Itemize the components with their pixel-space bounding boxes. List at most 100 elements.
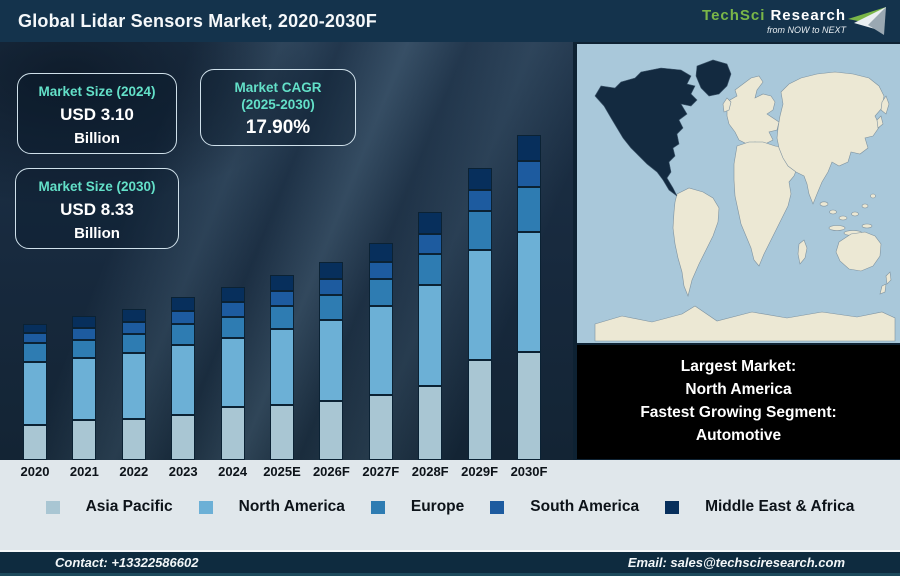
bar-segment	[72, 420, 97, 460]
bar-segment	[418, 212, 443, 234]
legend-label: Middle East & Africa	[705, 498, 855, 515]
bar-segment	[220, 407, 245, 460]
bar-segment	[121, 353, 146, 419]
legend-label: North America	[238, 498, 345, 515]
legend-item: Middle East & Africa	[665, 498, 854, 516]
bar-segment	[121, 419, 146, 460]
market-size-2024-value: USD 3.10	[60, 105, 134, 124]
bar-segment	[121, 322, 146, 334]
footer-bar: Contact: +13322586602 Email: sales@techs…	[0, 550, 900, 576]
bar-segment	[517, 135, 541, 161]
legend-swatch-icon	[198, 500, 213, 514]
bar-chart: Market Size (2024) USD 3.10 Billion Mark…	[0, 42, 573, 460]
market-size-2030-box: Market Size (2030) USD 8.33 Billion	[15, 168, 179, 249]
stacked-bar-2022	[121, 309, 146, 460]
stacked-bar-2028F	[418, 212, 443, 460]
largest-market-value: North America	[685, 381, 792, 398]
largest-market-label: Largest Market:	[680, 358, 797, 375]
legend-label: South America	[530, 498, 640, 515]
main-content: Market Size (2024) USD 3.10 Billion Mark…	[0, 42, 900, 460]
x-axis-label-2025E: 2025E	[263, 464, 301, 479]
bar-segment	[171, 297, 196, 311]
bar-segment	[517, 232, 541, 352]
stacked-bar-2025E	[270, 275, 294, 460]
bar-segment	[270, 275, 294, 291]
bar-segment	[517, 187, 541, 232]
bar-segment	[23, 362, 47, 425]
lower-section: 2020 2021 2022 2023 2024 2025E 2026F 2027F 2028F…	[0, 460, 900, 550]
bar-segment	[23, 333, 47, 343]
bar-segment	[517, 352, 541, 460]
stacked-bar-2029F	[467, 168, 492, 460]
bar-segment	[319, 279, 344, 295]
market-size-2030-unit: Billion	[74, 225, 120, 242]
bar-segment	[72, 340, 97, 358]
bar-segment	[418, 285, 443, 386]
bar-segment	[72, 328, 97, 340]
logo-tagline: from NOW to NEXT	[766, 25, 846, 35]
bar-segment	[319, 295, 344, 320]
logo-arrow-icon	[848, 7, 886, 35]
bar-segment	[270, 329, 294, 405]
bar-segment	[270, 306, 294, 329]
bar-segment	[368, 262, 393, 279]
fastest-segment-label: Fastest Growing Segment:	[640, 404, 837, 421]
legend-swatch-icon	[490, 500, 505, 514]
x-axis-label-2021: 2021	[69, 464, 99, 479]
bar-segment	[72, 316, 97, 328]
bar-segment	[517, 161, 541, 187]
bar-segment	[467, 190, 492, 211]
bar-segment	[270, 291, 294, 306]
x-axis-label-2026F: 2026F	[312, 464, 350, 479]
bar-segment	[23, 425, 47, 460]
bar-segment	[23, 343, 47, 362]
footer-email: Email: sales@techsciresearch.com	[627, 555, 845, 570]
bar-segment	[220, 302, 245, 317]
logo-brand-secondary: Research	[770, 7, 846, 24]
bar-segment	[319, 401, 344, 460]
legend-item: North America	[198, 498, 345, 516]
bar-segment	[467, 250, 492, 360]
x-axis-label-2029F: 2029F	[461, 464, 499, 479]
market-size-2024-label: Market Size (2024)	[38, 84, 156, 99]
stacked-bar-2023	[171, 297, 196, 460]
bar-segment	[23, 324, 47, 333]
x-axis-label-2020: 2020	[20, 464, 50, 479]
x-axis-label-2027F: 2027F	[362, 464, 400, 479]
stacked-bar-2027F	[368, 243, 393, 460]
market-cagr-box: Market CAGR (2025-2030) 17.90%	[200, 69, 356, 146]
market-size-2030-value: USD 8.33	[60, 200, 134, 219]
x-axis-label-2028F: 2028F	[411, 464, 449, 479]
stacked-bar-2030F	[517, 135, 541, 460]
bar-segment	[368, 306, 393, 395]
world-map	[577, 44, 900, 343]
map-region-north-america	[594, 59, 732, 197]
chart-legend: Asia Pacific North America Europe South Ame…	[0, 498, 900, 516]
bar-segment	[418, 386, 443, 460]
bar-segment	[171, 345, 196, 415]
legend-swatch-icon	[370, 500, 385, 514]
techsci-logo: TechSci Research from NOW to NEXT	[702, 7, 890, 35]
bar-segment	[220, 287, 245, 302]
bar-segment	[270, 405, 294, 460]
bar-segment	[467, 211, 492, 250]
footer-contact: Contact: +13322586602	[55, 555, 199, 570]
x-axis-label-2030F: 2030F	[510, 464, 548, 479]
legend-item: Asia Pacific	[45, 498, 173, 516]
bar-segment	[418, 234, 443, 254]
bar-segment	[418, 254, 443, 285]
legend-item: Europe	[370, 498, 465, 516]
bar-segment	[319, 262, 344, 279]
x-axis-labels: 2020 2021 2022 2023 2024 2025E 2026F 2027F 2028F…	[0, 460, 573, 484]
bar-segment	[467, 168, 492, 190]
map-panel: Largest Market: North America Fastest Gr…	[573, 42, 900, 460]
legend-swatch-icon	[45, 500, 60, 514]
bar-segment	[171, 324, 196, 345]
legend-item: South America	[490, 498, 639, 516]
x-axis-label-2024: 2024	[218, 464, 248, 479]
x-axis-label-2022: 2022	[119, 464, 149, 479]
market-cagr-label-line2: (2025-2030)	[241, 97, 315, 112]
stacked-bar-2021	[72, 316, 97, 460]
legend-label: Europe	[410, 498, 465, 515]
